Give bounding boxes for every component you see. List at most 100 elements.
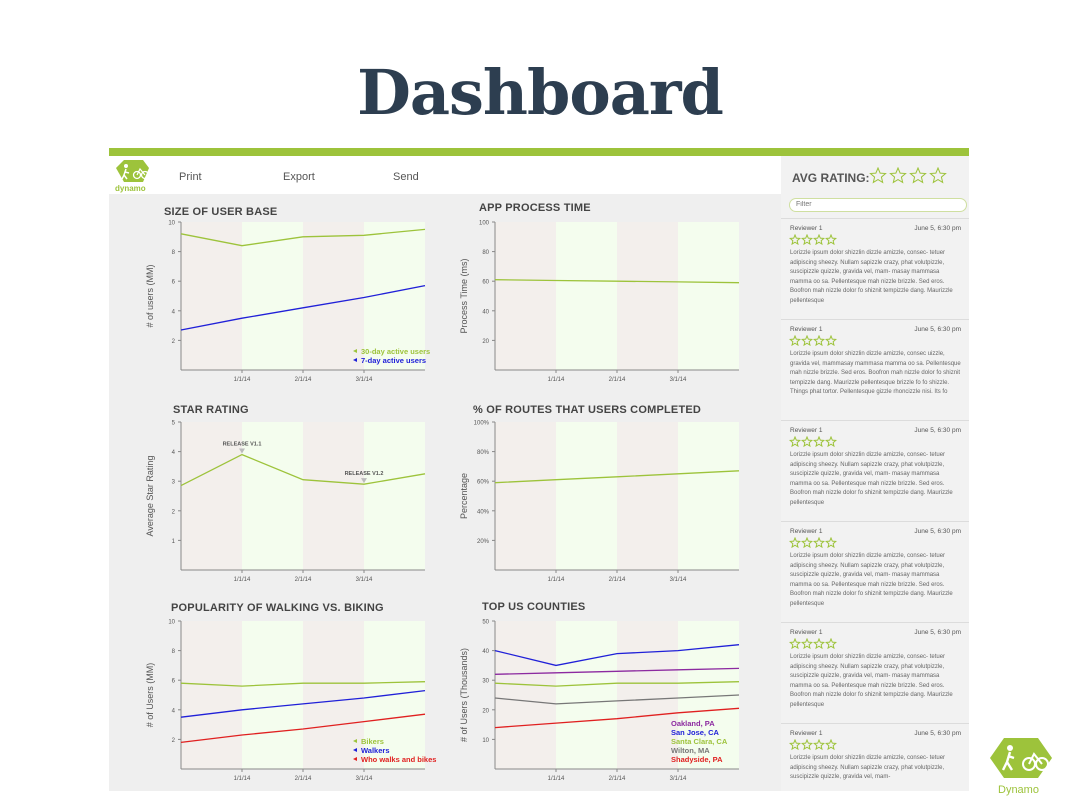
review-stars xyxy=(789,335,837,347)
chart-routes-completed: % OF ROUTES THAT USERS COMPLETED 100% 80%… xyxy=(423,394,759,590)
plot-band xyxy=(181,621,242,769)
y-tick-label: 3 xyxy=(172,480,176,486)
star-icon xyxy=(909,167,927,184)
chart-walking-biking: POPULARITY OF WALKING VS. BIKING 10 8 6 4 2 1… xyxy=(109,593,445,789)
y-tick-label: 1 xyxy=(172,539,176,545)
y-axis-label: Percentage xyxy=(459,473,469,519)
reviewer-name: Reviewer 1 xyxy=(790,427,823,434)
legend-label: Bikers xyxy=(361,737,384,746)
slide-title: Dashboard xyxy=(357,56,724,129)
review-card[interactable]: Reviewer 1 June 5, 6:30 pm Lorizzle ipsum … xyxy=(781,420,969,521)
series-line xyxy=(180,681,426,687)
y-tick-label: 5 xyxy=(172,421,176,427)
star-icon xyxy=(789,638,801,650)
legend-label: 30-day active users xyxy=(361,347,430,356)
y-tick-label: 40 xyxy=(482,309,489,315)
chart-svg-star-rating: 5 4 3 2 1 1/1/14 2/1/14 3/1/14 Average Star Rati… xyxy=(145,421,426,583)
y-tick-label: 20 xyxy=(482,708,489,714)
series-line xyxy=(180,228,426,247)
y-tick-label: 40% xyxy=(477,509,490,515)
reviewer-name: Reviewer 1 xyxy=(790,225,823,232)
x-tick-label: 3/1/14 xyxy=(670,577,687,583)
y-tick-label: 60 xyxy=(482,280,489,286)
export-button[interactable]: Export xyxy=(283,171,315,183)
review-text: Lorizzle ipsum dolor shizzlin dizzle ami… xyxy=(790,452,953,506)
review-stars xyxy=(789,638,837,650)
brand-name: dynamo xyxy=(115,184,146,193)
review-card[interactable]: Reviewer 1 June 5, 6:30 pm Lorizzle ipsum … xyxy=(781,218,969,319)
reviewer-name: Reviewer 1 xyxy=(790,629,823,636)
review-stars xyxy=(789,739,837,751)
x-tick-label: 2/1/14 xyxy=(295,776,312,782)
y-tick-label: 20% xyxy=(477,539,490,545)
charts-area: SIZE OF USER BASE 10 8 6 4 2 1/1/14 2/1/14 3/1/… xyxy=(109,194,781,791)
x-tick-label: 3/1/14 xyxy=(356,377,373,383)
plot-band xyxy=(181,222,242,370)
y-axis-label: Process Time (ms) xyxy=(459,258,469,333)
x-tick-label: 2/1/14 xyxy=(295,377,312,383)
star-icon xyxy=(825,234,837,246)
avg-rating-label: AVG RATING: xyxy=(792,171,870,185)
legend-label: 7-day active users xyxy=(361,356,426,365)
series-line xyxy=(494,707,740,729)
y-tick-label: 6 xyxy=(172,679,176,685)
legend-swatch xyxy=(353,748,357,752)
review-card[interactable]: Reviewer 1 June 5, 6:30 pm Lorizzle ipsum … xyxy=(781,521,969,622)
send-button[interactable]: Send xyxy=(393,171,419,183)
y-tick-label: 4 xyxy=(172,708,176,714)
review-date: June 5, 6:30 pm xyxy=(914,730,961,737)
star-icon xyxy=(825,537,837,549)
review-text: Lorizzle ipsum dolor shizzlin dizzle ami… xyxy=(790,553,953,607)
legend-swatch xyxy=(353,739,357,743)
x-tick-label: 1/1/14 xyxy=(234,776,251,782)
print-button[interactable]: Print xyxy=(179,171,202,183)
plot-band xyxy=(495,621,556,769)
y-axis-label: Average Star Rating xyxy=(145,456,155,537)
star-icon xyxy=(789,537,801,549)
plot-band xyxy=(303,621,364,769)
y-tick-label: 6 xyxy=(172,280,176,286)
review-card[interactable]: Reviewer 1 June 5, 6:30 pm Lorizzle ipsum … xyxy=(781,723,969,791)
star-icon xyxy=(929,167,947,184)
star-icon xyxy=(789,234,801,246)
y-tick-label: 10 xyxy=(168,221,175,227)
x-tick-label: 2/1/14 xyxy=(609,577,626,583)
plot-band xyxy=(364,422,425,570)
reviewer-name: Reviewer 1 xyxy=(790,528,823,535)
dynamo-footer-logo-icon xyxy=(990,738,1052,778)
plot-band xyxy=(242,222,303,370)
star-icon xyxy=(789,436,801,448)
star-icon xyxy=(801,335,813,347)
plot-band xyxy=(556,621,617,769)
chart-svg-user-base: 10 8 6 4 2 1/1/14 2/1/14 3/1/14 # of users (MM) 3… xyxy=(145,221,430,384)
x-tick-label: 3/1/14 xyxy=(356,776,373,782)
star-icon xyxy=(789,335,801,347)
chart-title-user-base: SIZE OF USER BASE xyxy=(164,206,278,218)
y-axis-label: # of users (MM) xyxy=(145,264,155,327)
legend-label: San Jose, CA xyxy=(671,728,720,737)
release-marker xyxy=(239,448,245,454)
chart-title-top-counties: TOP US COUNTIES xyxy=(482,601,586,613)
plot-band xyxy=(242,621,303,769)
y-tick-label: 40 xyxy=(482,649,489,655)
legend-label: Who walks and bikes xyxy=(361,755,436,764)
star-icon xyxy=(825,335,837,347)
review-stars xyxy=(789,436,837,448)
plot-band xyxy=(303,422,364,570)
x-tick-label: 3/1/14 xyxy=(356,577,373,583)
review-text: Lorizzle ipsum dolor shizzlin dizzle ami… xyxy=(790,755,946,781)
review-card[interactable]: Reviewer 1 June 5, 6:30 pm Lorizzle ipsum … xyxy=(781,622,969,723)
chart-star-rating: STAR RATING 5 4 3 2 1 1/1/14 2/1/14 3/1/14 Avera… xyxy=(109,394,445,590)
review-card[interactable]: Reviewer 1 June 5, 6:30 pm Lorizzle ipsum … xyxy=(781,319,969,420)
legend-swatch xyxy=(353,757,357,761)
legend-label: Walkers xyxy=(361,746,390,755)
series-line xyxy=(494,644,740,667)
review-text: Lorizzle ipsum dolor shizzlin dizzle ami… xyxy=(790,654,953,708)
series-line xyxy=(180,453,426,487)
star-icon xyxy=(825,436,837,448)
filter-input[interactable] xyxy=(789,198,967,212)
reviewer-name: Reviewer 1 xyxy=(790,326,823,333)
star-icon xyxy=(813,234,825,246)
y-tick-label: 100 xyxy=(479,221,490,227)
footer-brand-name: Dynamo xyxy=(998,784,1039,796)
